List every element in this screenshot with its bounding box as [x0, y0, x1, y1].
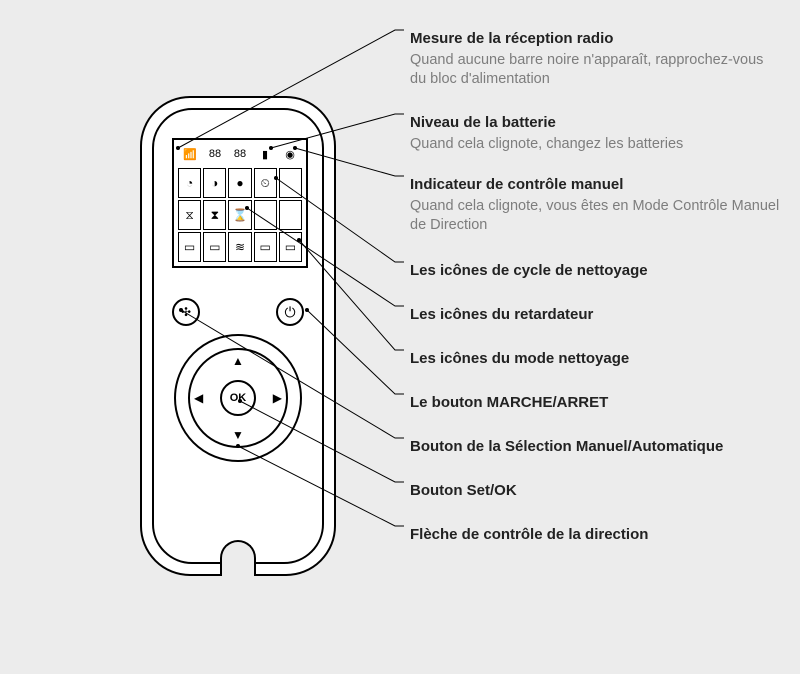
lcd-screen: 📶8888▮◉ ◔◑●⏲⧖⧗⌛▭▭≋▭▭ — [172, 138, 308, 268]
grid-cell-r2-c3: ▭ — [254, 232, 277, 262]
grid-cell-r1-c2: ⌛ — [228, 200, 251, 230]
callout-timer: Les icônes du retardateur — [410, 306, 780, 325]
arrow-down-icon[interactable]: ▼ — [232, 428, 244, 442]
grid-cell-r0-c3: ⏲ — [254, 168, 277, 198]
remote-outline: 📶8888▮◉ ◔◑●⏲⧖⧗⌛▭▭≋▭▭ ✣ ⏻ ▲ ▼ ◀ ▶ OK — [140, 96, 336, 576]
dpad[interactable]: ▲ ▼ ◀ ▶ OK — [174, 334, 302, 462]
grid-cell-r2-c1: ▭ — [203, 232, 226, 262]
mode-select-button[interactable]: ✣ — [172, 298, 200, 326]
power-icon: ⏻ — [284, 304, 295, 321]
callout-battery: Niveau de la batterie Quand cela clignote… — [410, 114, 780, 154]
grid-cell-r0-c4 — [279, 168, 302, 198]
grid-cell-r1-c1: ⧗ — [203, 200, 226, 230]
callout-title-timer: Les icônes du retardateur — [410, 306, 780, 325]
callout-cycle: Les icônes de cycle de nettoyage — [410, 262, 780, 281]
ok-button[interactable]: OK — [220, 380, 256, 416]
grid-cell-r0-c2: ● — [228, 168, 251, 198]
power-button[interactable]: ⏻ — [276, 298, 304, 326]
callout-desc-battery: Quand cela clignote, changez les batteri… — [410, 135, 780, 155]
arrow-up-icon[interactable]: ▲ — [232, 354, 244, 368]
callout-title-modebtn: Bouton de la Sélection Manuel/Automatiqu… — [410, 438, 780, 457]
callout-manual: Indicateur de contrôle manuel Quand cela … — [410, 176, 780, 236]
arrow-left-icon[interactable]: ◀ — [194, 391, 203, 405]
mode-icon: ✣ — [181, 305, 191, 319]
grid-cell-r0-c1: ◑ — [203, 168, 226, 198]
battery-icon: ▮ — [253, 144, 277, 164]
grid-cell-r1-c4 — [279, 200, 302, 230]
arrow-right-icon[interactable]: ▶ — [273, 391, 282, 405]
manual-icon: ◉ — [278, 144, 302, 164]
callout-modebtn: Bouton de la Sélection Manuel/Automatiqu… — [410, 438, 780, 457]
callout-dir: Flèche de contrôle de la direction — [410, 526, 780, 545]
callout-title-clean: Les icônes du mode nettoyage — [410, 350, 780, 369]
callout-title-radio: Mesure de la réception radio — [410, 30, 780, 49]
segment2-icon: 88 — [228, 144, 252, 164]
callout-radio: Mesure de la réception radio Quand aucune… — [410, 30, 780, 90]
callout-clean: Les icônes du mode nettoyage — [410, 350, 780, 369]
callout-title-setok: Bouton Set/OK — [410, 482, 780, 501]
ok-label: OK — [230, 392, 247, 404]
callout-setok: Bouton Set/OK — [410, 482, 780, 501]
callout-desc-manual: Quand cela clignote, vous êtes en Mode C… — [410, 197, 780, 236]
callout-title-battery: Niveau de la batterie — [410, 114, 780, 133]
callout-desc-radio: Quand aucune barre noire n'apparaît, rap… — [410, 51, 780, 90]
segment-icon: 88 — [203, 144, 227, 164]
grid-cell-r0-c0: ◔ — [178, 168, 201, 198]
grid-cell-r2-c4: ▭ — [279, 232, 302, 262]
grid-cell-r1-c0: ⧖ — [178, 200, 201, 230]
lanyard-cutout — [220, 540, 256, 576]
grid-cell-r2-c2: ≋ — [228, 232, 251, 262]
callout-title-cycle: Les icônes de cycle de nettoyage — [410, 262, 780, 281]
callout-title-dir: Flèche de contrôle de la direction — [410, 526, 780, 545]
diagram-canvas: 📶8888▮◉ ◔◑●⏲⧖⧗⌛▭▭≋▭▭ ✣ ⏻ ▲ ▼ ◀ ▶ OK Mesu… — [0, 0, 800, 674]
callout-title-power: Le bouton MARCHE/ARRET — [410, 394, 780, 413]
signal-icon: 📶 — [178, 144, 202, 164]
icon-grid: ◔◑●⏲⧖⧗⌛▭▭≋▭▭ — [178, 168, 302, 262]
grid-cell-r1-c3 — [254, 200, 277, 230]
status-row: 📶8888▮◉ — [178, 144, 302, 164]
callout-title-manual: Indicateur de contrôle manuel — [410, 176, 780, 195]
leader-lines — [0, 0, 800, 674]
callout-power: Le bouton MARCHE/ARRET — [410, 394, 780, 413]
grid-cell-r2-c0: ▭ — [178, 232, 201, 262]
